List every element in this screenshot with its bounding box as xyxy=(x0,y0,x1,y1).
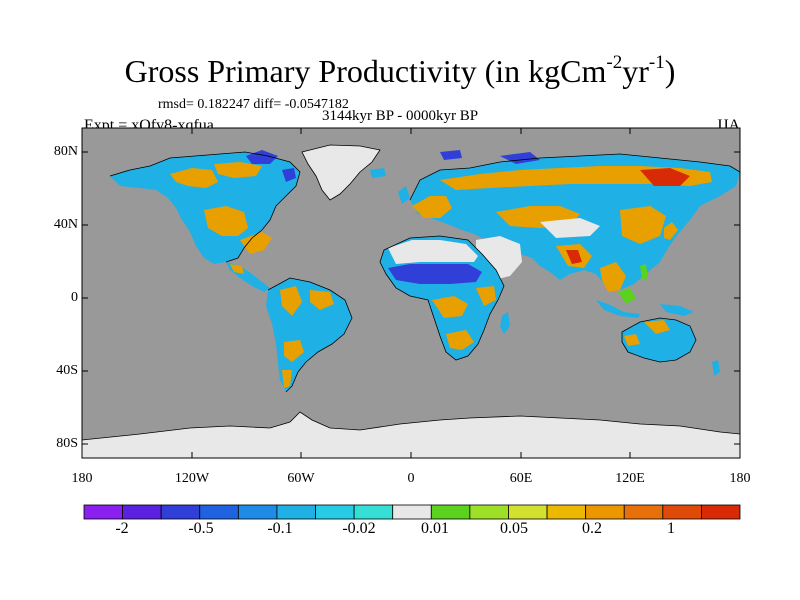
colorbar-swatch xyxy=(623,504,664,520)
colorbar-swatch xyxy=(276,504,316,520)
colorbar-swatch xyxy=(469,504,509,520)
na-north-patch xyxy=(214,162,262,178)
colorbar-swatch xyxy=(701,504,741,520)
central-africa-patch xyxy=(432,296,468,318)
lon-label-180w: 180 xyxy=(71,471,93,486)
india-hotspot xyxy=(566,250,582,264)
lat-label-80s: 80S xyxy=(56,436,78,451)
na-west-boreal xyxy=(170,168,218,188)
colorbar xyxy=(83,504,741,520)
lat-label-40n: 40N xyxy=(53,217,78,232)
colorbar-swatch xyxy=(546,504,587,520)
colorbar-swatch xyxy=(199,504,239,520)
colorbar-swatch xyxy=(122,504,162,520)
lat-label-80n: 80N xyxy=(53,144,78,159)
new-guinea xyxy=(660,304,694,316)
lon-label-0: 0 xyxy=(407,471,415,486)
sa-south-patch xyxy=(284,340,304,362)
sumatra-java xyxy=(596,300,640,318)
east-africa-patch xyxy=(476,286,496,306)
lon-label-60e: 60E xyxy=(509,471,533,486)
period-text: 3144kyr BP - 0000kyr BP xyxy=(321,108,479,124)
colorbar-swatch xyxy=(160,504,201,520)
madagascar xyxy=(500,312,510,334)
australia-west-patch xyxy=(624,334,640,346)
east-siberia-patch xyxy=(640,168,690,186)
sa-east-patch xyxy=(310,290,334,310)
colorbar-label: 1 xyxy=(667,520,675,537)
europe-west-patch xyxy=(412,196,452,218)
lon-label-120e: 120E xyxy=(615,471,645,486)
coastlines xyxy=(82,144,740,441)
australia xyxy=(622,318,696,362)
british-isles xyxy=(398,186,410,204)
colorbar-swatch xyxy=(662,504,702,520)
colorbar-swatch xyxy=(430,504,471,520)
east-asia-patch xyxy=(620,206,666,244)
colorbar-label: 0.2 xyxy=(582,520,602,537)
stats-text: rmsd= 0.182247 diff= -0.0547182 xyxy=(158,97,349,112)
colorbar-swatch xyxy=(508,504,548,520)
colorbar-swatch xyxy=(315,504,355,520)
novaya-zemlya-patch xyxy=(440,150,462,160)
indochina xyxy=(600,262,626,292)
colorbar-swatch xyxy=(585,504,625,520)
colorbar-swatch xyxy=(237,504,278,520)
lon-label-60w: 60W xyxy=(287,471,315,486)
lat-label-40s: 40S xyxy=(56,363,78,378)
philippines xyxy=(640,264,648,280)
colorbar-swatch xyxy=(392,504,432,520)
colorbar-label: -0.5 xyxy=(188,520,214,537)
sahel-band xyxy=(388,264,482,284)
sahara xyxy=(388,240,478,264)
na-southeast xyxy=(240,232,272,254)
antarctica xyxy=(82,412,740,458)
iceland xyxy=(370,168,386,178)
lon-label-180e: 180 xyxy=(729,471,751,486)
central-asia-desert xyxy=(540,218,600,238)
na-great-plains xyxy=(204,206,248,236)
japan xyxy=(664,222,678,240)
colorbar-label: -0.1 xyxy=(267,520,293,537)
new-zealand xyxy=(712,360,720,376)
axis-ticks xyxy=(81,128,741,458)
map-title: Gross Primary Productivity (in kgCm-2yr-… xyxy=(124,52,676,89)
na-hudson-patch xyxy=(282,168,296,182)
southern-africa-patch xyxy=(446,330,474,350)
colorbar-swatch xyxy=(353,504,394,520)
colorbar-label: 0.05 xyxy=(500,520,528,537)
lon-label-120w: 120W xyxy=(174,471,210,486)
australia-north-patch xyxy=(644,320,670,334)
colorbar-label: -0.02 xyxy=(342,520,376,537)
colorbar-swatch xyxy=(83,504,123,520)
map-field xyxy=(82,128,740,458)
colorbar-label: -2 xyxy=(115,520,129,537)
borneo xyxy=(618,288,636,304)
patagonia-patch xyxy=(282,370,292,388)
colorbar-label: 0.01 xyxy=(421,520,449,537)
lat-label-0: 0 xyxy=(71,290,78,305)
sa-north-patch xyxy=(280,286,302,316)
mexico-patch xyxy=(230,264,244,274)
greenland xyxy=(302,145,380,200)
